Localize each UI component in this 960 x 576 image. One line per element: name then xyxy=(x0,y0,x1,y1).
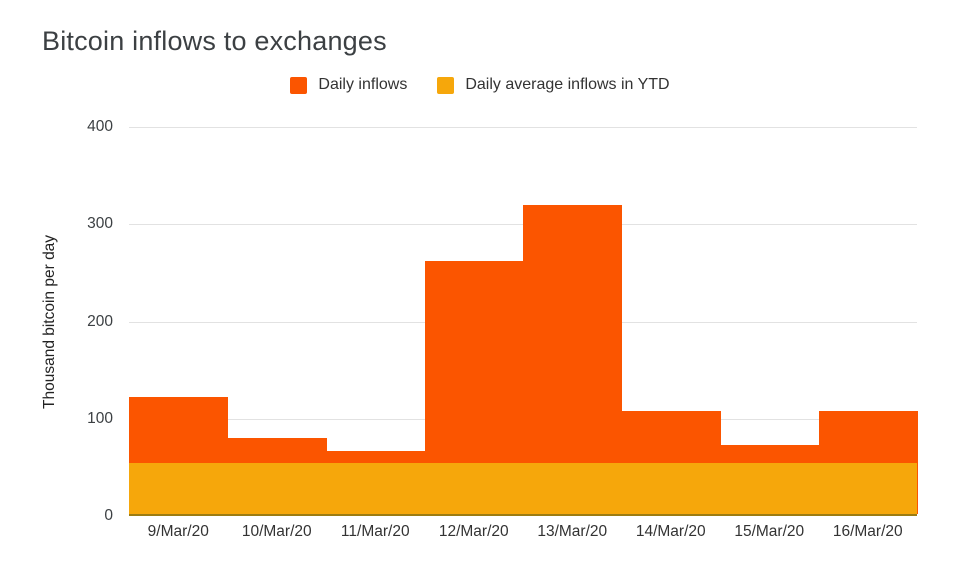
y-tick-label: 100 xyxy=(87,409,113,427)
legend-label: Daily average inflows in YTD xyxy=(465,76,670,93)
daily-average-band xyxy=(129,463,917,514)
legend-item-daily-average: Daily average inflows in YTD xyxy=(437,76,670,94)
x-tick-label: 9/Mar/20 xyxy=(147,523,209,540)
x-tick-label: 15/Mar/20 xyxy=(734,523,805,540)
daily-inflows-swatch-icon xyxy=(290,76,308,94)
plot-area xyxy=(129,127,918,516)
y-tick-label: 0 xyxy=(104,507,113,524)
legend-label: Daily inflows xyxy=(318,76,408,93)
legend: Daily inflows Daily average inflows in Y… xyxy=(0,76,960,94)
y-axis-ticks: 0 100 200 300 400 xyxy=(0,118,113,524)
x-axis-labels: 9/Mar/20 10/Mar/20 11/Mar/20 12/Mar/20 13/Ma… xyxy=(129,523,917,545)
x-tick-label: 10/Mar/20 xyxy=(241,523,312,540)
x-tick-label: 13/Mar/20 xyxy=(537,523,608,540)
x-tick-label: 16/Mar/20 xyxy=(832,523,903,540)
x-tick-label: 12/Mar/20 xyxy=(438,523,509,540)
y-tick-label: 200 xyxy=(87,312,113,330)
x-tick-label: 14/Mar/20 xyxy=(635,523,706,540)
daily-inflows-bar xyxy=(523,204,622,514)
y-tick-label: 300 xyxy=(87,215,113,233)
y-tick-label: 400 xyxy=(87,118,113,135)
legend-item-daily-inflows: Daily inflows xyxy=(290,76,407,94)
x-tick-label: 11/Mar/20 xyxy=(340,523,410,540)
chart-title: Bitcoin inflows to exchanges xyxy=(42,26,387,56)
gridline-400 xyxy=(129,127,917,128)
daily-average-swatch-icon xyxy=(437,76,455,94)
